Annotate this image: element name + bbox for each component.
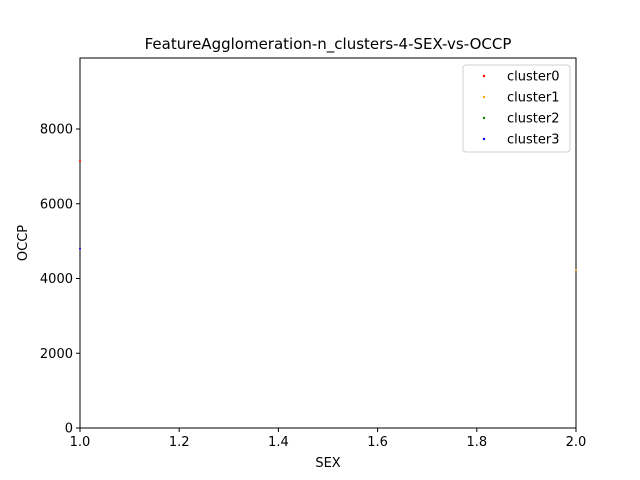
x-tick-label: 2.0 bbox=[566, 435, 587, 450]
x-axis-label: SEX bbox=[315, 456, 340, 471]
x-tick-label: 1.4 bbox=[268, 435, 289, 450]
axes-frame bbox=[79, 57, 577, 429]
legend-box bbox=[462, 64, 571, 153]
legend-label-cluster1: cluster1 bbox=[507, 91, 559, 106]
x-tick-label: 1.2 bbox=[169, 435, 190, 450]
chart-title: FeatureAgglomeration-n_clusters-4-SEX-vs… bbox=[145, 35, 512, 54]
legend-label-cluster2: cluster2 bbox=[507, 112, 559, 127]
legend-marker-cluster3 bbox=[482, 137, 486, 141]
data-points bbox=[79, 159, 577, 272]
x-tick-label: 1.8 bbox=[466, 435, 487, 450]
scatter-point-cluster0 bbox=[79, 159, 81, 162]
legend-label-cluster3: cluster3 bbox=[507, 133, 559, 148]
y-tick-label: 2000 bbox=[40, 347, 73, 362]
legend-marker-cluster2 bbox=[482, 116, 486, 120]
y-tick-label: 6000 bbox=[40, 197, 73, 212]
y-axis-ticks: 0 2000 4000 6000 8000 bbox=[40, 123, 80, 437]
y-tick-label: 4000 bbox=[40, 272, 73, 287]
y-tick-label: 0 bbox=[65, 422, 73, 437]
scatter-point-cluster3 bbox=[79, 247, 81, 250]
scatter-point-cluster1 bbox=[575, 269, 577, 272]
legend: cluster0 cluster1 cluster2 cluster3 bbox=[462, 64, 571, 153]
y-axis-label: OCCP bbox=[16, 225, 31, 261]
legend-marker-cluster1 bbox=[482, 95, 486, 99]
x-tick-label: 1.0 bbox=[70, 435, 91, 450]
y-tick-label: 8000 bbox=[40, 123, 73, 138]
legend-marker-cluster0 bbox=[482, 74, 486, 78]
legend-label-cluster0: cluster0 bbox=[507, 70, 559, 85]
x-axis-ticks: 1.0 1.2 1.4 1.6 1.8 2.0 bbox=[70, 428, 587, 450]
x-tick-label: 1.6 bbox=[367, 435, 388, 450]
plot-area bbox=[79, 57, 577, 429]
